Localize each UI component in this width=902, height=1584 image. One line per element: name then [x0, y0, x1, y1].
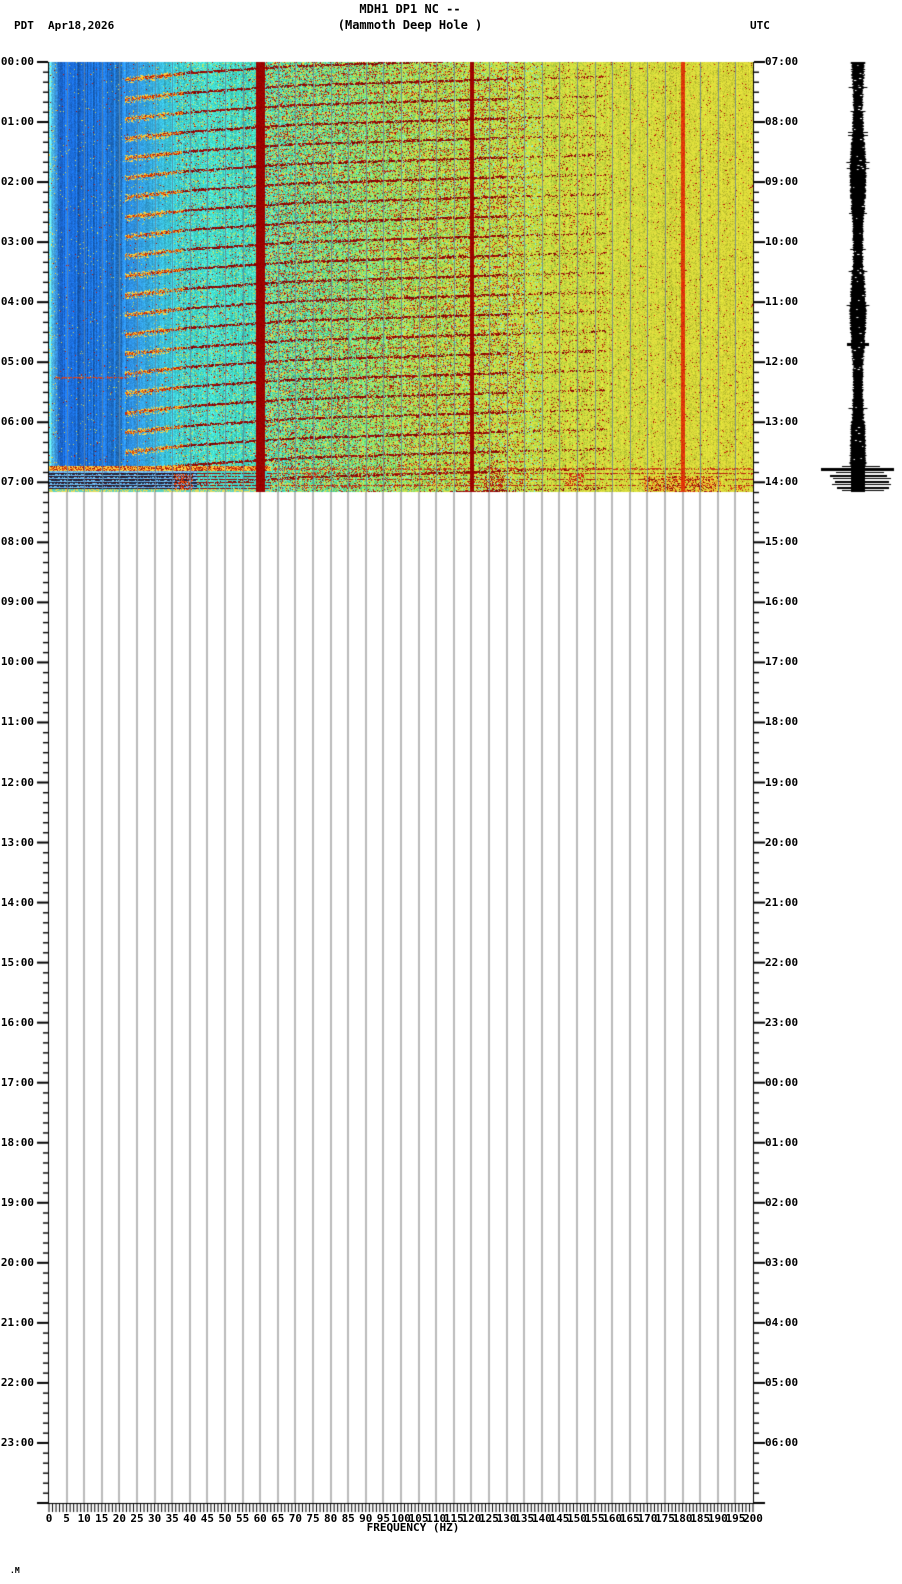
frequency-tick-label: 155	[584, 1512, 605, 1525]
frequency-tick-label: 105	[408, 1512, 429, 1525]
right-time-label: 07:00	[765, 55, 799, 68]
frequency-tick-label: 60	[253, 1512, 267, 1525]
left-time-label: 10:00	[0, 655, 34, 668]
left-time-label: 09:00	[0, 595, 34, 608]
right-time-label: 03:00	[765, 1256, 799, 1269]
frequency-tick-label: 175	[655, 1512, 675, 1525]
left-time-label: 05:00	[0, 355, 34, 368]
right-time-label: 20:00	[765, 836, 799, 849]
frequency-tick-label: 90	[359, 1512, 373, 1525]
frequency-tick-label: 40	[183, 1512, 197, 1525]
left-time-label: 23:00	[0, 1436, 34, 1449]
frequency-tick-label: 0	[45, 1512, 53, 1525]
page-title: MDH1 DP1 NC --	[359, 2, 461, 16]
right-time-label: 09:00	[765, 175, 799, 188]
right-time-label: 23:00	[765, 1016, 799, 1029]
frequency-tick-label: 115	[443, 1512, 464, 1525]
right-time-label: 00:00	[765, 1076, 799, 1089]
right-timezone-label: UTC	[750, 19, 770, 32]
left-time-label: 06:00	[0, 415, 34, 428]
left-time-label: 11:00	[0, 715, 34, 728]
frequency-tick-label: 5	[63, 1512, 70, 1525]
frequency-tick-label: 140	[531, 1512, 552, 1525]
frequency-tick-label: 130	[496, 1512, 517, 1525]
right-time-label: 05:00	[765, 1376, 799, 1389]
frequency-tick-label: 180	[672, 1512, 693, 1525]
left-time-label: 12:00	[0, 776, 34, 789]
frequency-tick-label: 15	[95, 1512, 109, 1525]
frequency-tick-label: 95	[376, 1512, 391, 1525]
frequency-tick-label: 80	[323, 1512, 338, 1525]
date-label: Apr18,2026	[48, 19, 115, 32]
left-time-label: 08:00	[0, 535, 34, 548]
frequency-tick-label: 195	[725, 1512, 746, 1525]
right-time-label: 01:00	[765, 1136, 799, 1149]
frequency-tick-label: 150	[567, 1512, 587, 1525]
right-time-label: 15:00	[765, 535, 799, 548]
right-time-label: 17:00	[765, 655, 799, 668]
left-time-label: 16:00	[0, 1016, 34, 1029]
right-time-label: 12:00	[765, 355, 799, 368]
frequency-tick-label: 110	[426, 1512, 447, 1525]
left-time-label: 21:00	[0, 1316, 34, 1329]
frequency-tick-label: 70	[288, 1512, 303, 1525]
right-time-label: 08:00	[765, 115, 799, 128]
right-time-label: 21:00	[765, 896, 799, 909]
left-time-label: 13:00	[0, 836, 34, 849]
left-time-label: 20:00	[0, 1256, 34, 1269]
right-time-label: 14:00	[765, 475, 799, 488]
x-axis-title: FREQUENCY (HZ)	[366, 1521, 460, 1534]
frequency-tick-label: 35	[165, 1512, 179, 1525]
page-subtitle: (Mammoth Deep Hole )	[337, 18, 483, 32]
right-time-label: 19:00	[765, 776, 799, 789]
frequency-tick-label: 10	[77, 1512, 91, 1525]
right-time-label: 04:00	[765, 1316, 799, 1329]
footer-mark: .M	[10, 1566, 20, 1575]
left-time-label: 07:00	[0, 475, 34, 488]
left-time-label: 15:00	[0, 956, 34, 969]
frequency-tick-label: 85	[341, 1512, 355, 1525]
frequency-tick-label: 55	[235, 1512, 250, 1525]
left-timezone-label: PDT	[14, 19, 34, 32]
left-time-label: 03:00	[0, 235, 34, 248]
frequency-tick-label: 160	[602, 1512, 623, 1525]
left-time-label: 04:00	[0, 295, 34, 308]
frequency-tick-label: 190	[707, 1512, 728, 1525]
frequency-tick-label: 165	[619, 1512, 640, 1525]
left-time-label: 00:00	[0, 55, 34, 68]
right-time-label: 11:00	[765, 295, 799, 308]
right-time-label: 13:00	[765, 415, 799, 428]
left-time-label: 19:00	[0, 1196, 34, 1209]
right-time-label: 16:00	[765, 595, 799, 608]
right-time-label: 22:00	[765, 956, 799, 969]
frequency-tick-label: 25	[130, 1512, 144, 1525]
right-time-label: 10:00	[765, 235, 799, 248]
frequency-tick-label: 125	[479, 1512, 499, 1525]
left-time-label: 17:00	[0, 1076, 34, 1089]
left-time-label: 18:00	[0, 1136, 34, 1149]
frequency-tick-label: 135	[514, 1512, 535, 1525]
frequency-tick-label: 185	[690, 1512, 711, 1525]
frequency-tick-label: 145	[549, 1512, 570, 1525]
frequency-tick-label: 120	[461, 1512, 482, 1525]
frequency-tick-label: 20	[112, 1512, 127, 1525]
right-time-label: 02:00	[765, 1196, 799, 1209]
frequency-tick-label: 75	[306, 1512, 320, 1525]
frequency-tick-label: 170	[637, 1512, 658, 1525]
left-time-label: 01:00	[0, 115, 34, 128]
frequency-tick-label: 100	[391, 1512, 411, 1525]
left-time-label: 14:00	[0, 896, 34, 909]
frequency-tick-label: 50	[218, 1512, 232, 1525]
frequency-tick-label: 45	[200, 1512, 215, 1525]
left-time-label: 22:00	[0, 1376, 34, 1389]
right-time-label: 06:00	[765, 1436, 799, 1449]
frequency-tick-label: 200	[743, 1512, 763, 1525]
frequency-tick-label: 65	[271, 1512, 285, 1525]
right-time-label: 18:00	[765, 715, 799, 728]
frequency-tick-label: 30	[147, 1512, 162, 1525]
left-time-label: 02:00	[0, 175, 34, 188]
